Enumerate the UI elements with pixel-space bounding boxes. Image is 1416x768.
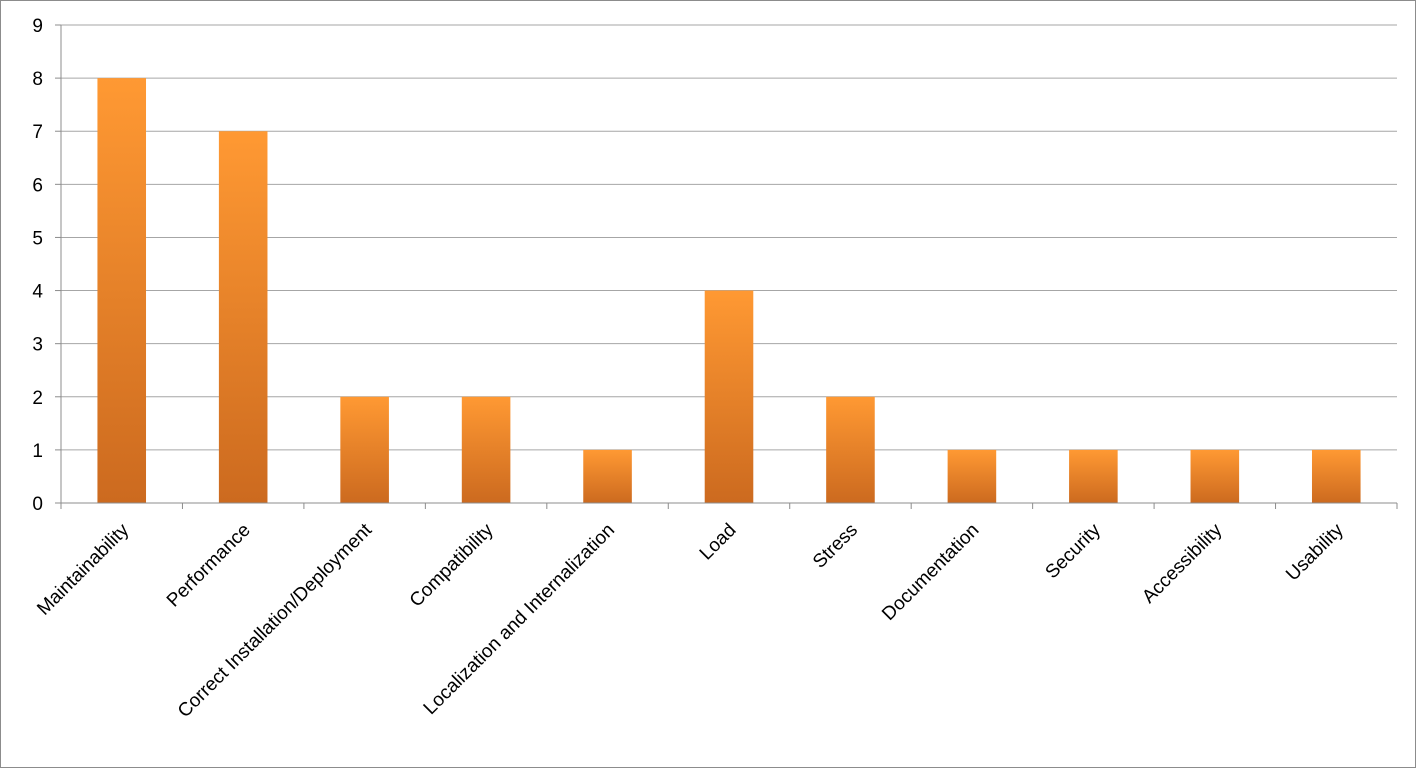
y-tick-label: 9 [32,16,43,37]
x-tick-label: Correct Installation/Deployment [174,519,377,722]
bar [461,396,511,503]
x-tick-label: Performance [163,520,255,612]
bar [1190,449,1240,503]
bar [340,396,389,503]
bar [826,396,875,503]
bar [97,78,147,503]
y-tick-label: 6 [32,175,43,196]
bar [947,449,997,503]
x-tick-label: Load [696,520,741,565]
y-tick-label: 7 [32,122,43,143]
x-tick-label: Compatibility [406,519,498,611]
x-tick-label: Documentation [878,520,983,625]
bar [1311,449,1361,503]
y-tick-label: 2 [32,388,43,409]
x-tick-label: Usability [1282,519,1348,585]
x-tick-label: Localization and Internalization [420,520,619,719]
y-tick-label: 0 [32,494,43,515]
x-tick-label: Stress [809,520,862,573]
y-tick-label: 8 [32,69,43,90]
x-tick-label: Accessibility [1138,519,1226,607]
y-tick-label: 5 [32,228,43,249]
gridlines [61,24,1397,451]
bar [583,449,632,503]
x-tick-label: Security [1042,519,1106,583]
x-tick-label: Maintainability [33,519,133,619]
bars [97,78,1361,503]
bar [218,131,268,503]
y-tick-label: 1 [32,441,43,462]
y-tick-label: 3 [32,335,43,356]
y-tick-label: 4 [32,282,43,303]
axes [55,24,1398,509]
bar [704,290,754,503]
bar [1069,449,1118,503]
y-tick-labels: 0 1 2 3 4 5 6 7 8 9 [32,16,43,515]
